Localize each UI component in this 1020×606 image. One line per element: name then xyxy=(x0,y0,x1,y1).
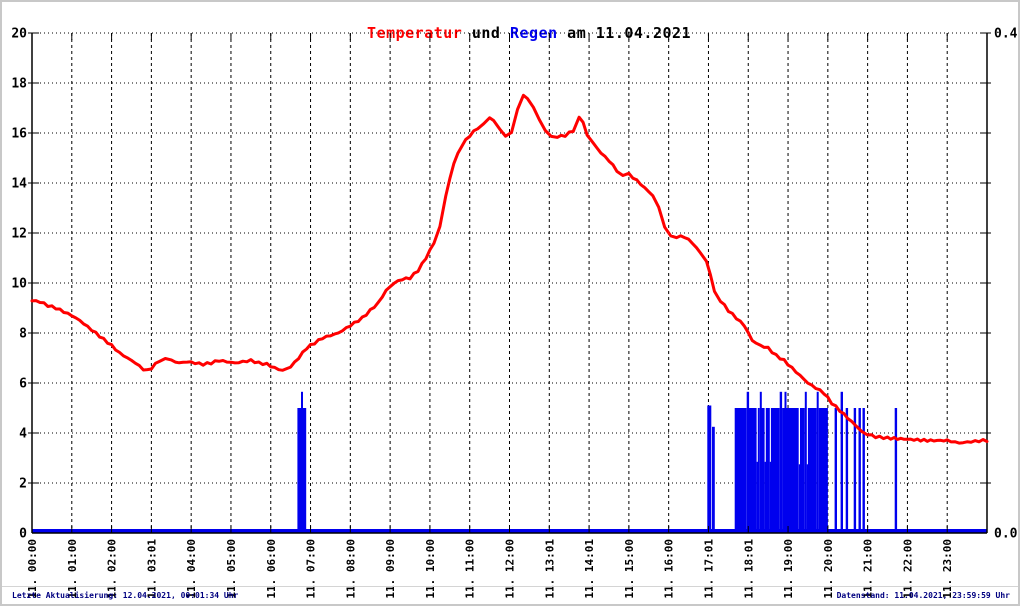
svg-text:11. 06:00: 11. 06:00 xyxy=(265,539,278,599)
svg-text:11. 01:00: 11. 01:00 xyxy=(66,539,79,599)
grid-lines xyxy=(32,32,987,533)
svg-text:11. 18:01: 11. 18:01 xyxy=(742,539,755,599)
svg-text:16: 16 xyxy=(11,127,27,142)
svg-text:11. 08:00: 11. 08:00 xyxy=(344,539,357,599)
svg-text:11. 13:01: 11. 13:01 xyxy=(543,539,556,599)
title-temperature-label: Temperatur xyxy=(367,24,463,42)
svg-text:11. 14:01: 11. 14:01 xyxy=(583,539,596,599)
svg-text:14: 14 xyxy=(11,177,27,192)
svg-text:2: 2 xyxy=(19,477,27,492)
svg-text:11. 17:01: 11. 17:01 xyxy=(702,539,715,599)
svg-text:11. 10:00: 11. 10:00 xyxy=(424,539,437,599)
svg-text:11. 16:00: 11. 16:00 xyxy=(663,539,676,599)
title-and-label: und xyxy=(462,24,510,42)
left-axis-labels: 0 2 4 6 8 10 12 14 16 18 20 xyxy=(11,27,27,542)
axis-ticks xyxy=(28,32,991,533)
svg-text:11. 04:00: 11. 04:00 xyxy=(185,539,198,599)
svg-text:11. 23:00: 11. 23:00 xyxy=(941,539,954,599)
svg-text:0.4: 0.4 xyxy=(994,27,1018,42)
svg-text:11. 15:00: 11. 15:00 xyxy=(623,539,636,599)
svg-text:4: 4 xyxy=(19,427,27,442)
svg-text:11. 19:00: 11. 19:00 xyxy=(782,539,795,599)
svg-text:10: 10 xyxy=(11,277,27,292)
svg-text:18: 18 xyxy=(11,77,27,92)
svg-text:11. 09:00: 11. 09:00 xyxy=(384,539,397,599)
svg-text:11. 02:00: 11. 02:00 xyxy=(106,539,119,599)
title-rain-label: Regen xyxy=(510,24,558,42)
svg-text:6: 6 xyxy=(19,377,27,392)
svg-text:8: 8 xyxy=(19,327,27,342)
svg-text:0.0: 0.0 xyxy=(994,527,1018,542)
x-axis-labels: 11. 00:00 11. 01:00 11. 02:00 11. 03:01 11. … xyxy=(26,539,954,599)
svg-text:12: 12 xyxy=(11,227,27,242)
svg-text:0: 0 xyxy=(19,527,27,542)
rain-bars xyxy=(297,391,898,534)
last-update-text: Letzte Aktualisierung: 12.04.2021, 00:01… xyxy=(12,591,239,600)
temperature-line xyxy=(30,93,989,445)
svg-text:11. 11:00: 11. 11:00 xyxy=(464,539,477,599)
svg-text:11. 21:00: 11. 21:00 xyxy=(862,539,875,599)
status-bar: Letzte Aktualisierung: 12.04.2021, 00:01… xyxy=(2,586,1018,604)
data-state-text: Datenstand: 11.04.2021, 23:59:59 Uhr xyxy=(836,591,1010,600)
svg-text:20: 20 xyxy=(11,27,27,42)
svg-text:11. 22:00: 11. 22:00 xyxy=(901,539,914,599)
svg-text:11. 03:01: 11. 03:01 xyxy=(145,539,158,599)
svg-text:11. 20:00: 11. 20:00 xyxy=(822,539,835,599)
svg-text:11. 12:00: 11. 12:00 xyxy=(504,539,517,599)
svg-text:11. 07:00: 11. 07:00 xyxy=(305,539,318,599)
right-axis-labels: 0.4 0.0 xyxy=(994,27,1018,542)
svg-text:11. 00:00: 11. 00:00 xyxy=(26,539,39,599)
svg-text:11. 05:00: 11. 05:00 xyxy=(225,539,238,599)
